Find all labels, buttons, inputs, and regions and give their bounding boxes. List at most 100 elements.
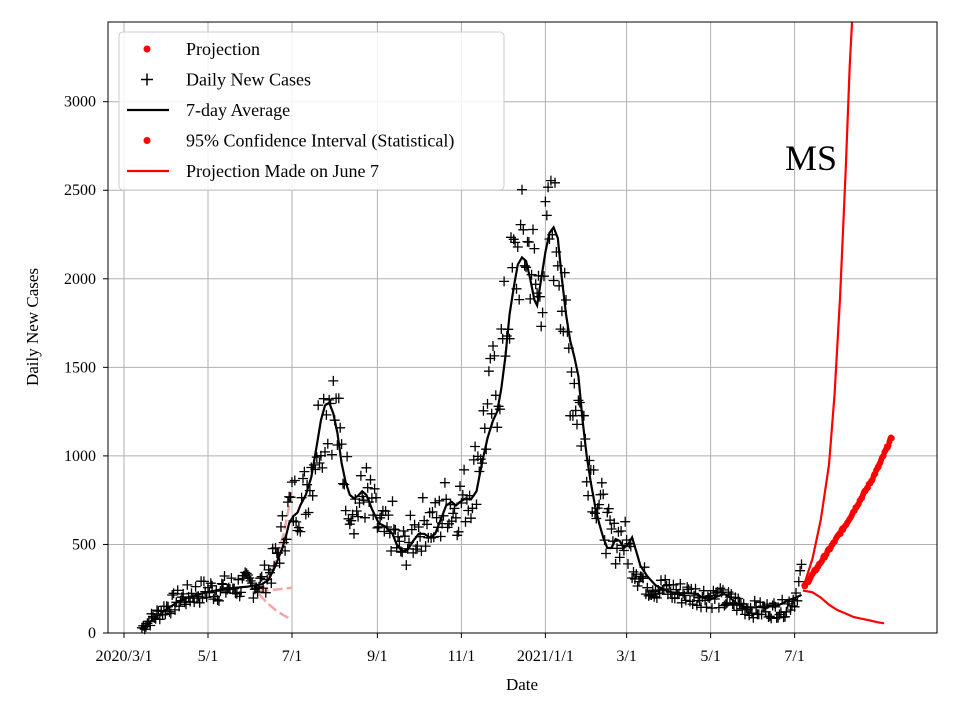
daily-case-marker xyxy=(313,400,324,411)
daily-case-marker xyxy=(656,575,666,586)
daily-case-marker xyxy=(555,324,566,335)
daily-case-marker xyxy=(485,353,496,364)
plot-frame xyxy=(107,21,938,634)
daily-case-marker xyxy=(569,378,580,389)
daily-case-marker xyxy=(598,489,609,500)
daily-case-marker xyxy=(781,606,792,617)
daily-case-marker xyxy=(320,446,330,457)
daily-case-marker xyxy=(362,482,373,493)
daily-case-marker xyxy=(517,184,527,195)
daily-case-marker xyxy=(245,575,256,586)
legend-entry-label: Projection xyxy=(186,39,260,59)
seven-day-average-layer xyxy=(141,225,802,630)
daily-case-marker xyxy=(205,578,216,589)
daily-case-marker xyxy=(642,582,653,593)
daily-case-marker xyxy=(260,587,271,598)
daily-case-marker xyxy=(459,464,470,475)
daily-case-marker xyxy=(398,526,409,536)
legend-box xyxy=(118,31,505,191)
daily-case-marker xyxy=(561,295,571,305)
projection-dot xyxy=(888,435,895,442)
daily-case-marker xyxy=(285,492,296,503)
daily-case-marker xyxy=(780,611,790,622)
daily-case-marker xyxy=(682,582,693,593)
daily-case-marker xyxy=(342,451,353,462)
daily-case-marker xyxy=(390,524,401,535)
daily-case-marker xyxy=(409,519,420,530)
daily-case-marker xyxy=(603,503,614,514)
daily-case-marker xyxy=(351,506,362,516)
daily-case-marker xyxy=(214,595,224,606)
daily-case-marker xyxy=(588,465,599,475)
y-tick-label: 0 xyxy=(88,625,96,642)
daily-case-marker xyxy=(430,497,441,508)
daily-case-marker xyxy=(610,558,621,569)
daily-case-marker xyxy=(152,605,162,616)
daily-case-marker xyxy=(208,594,219,605)
daily-case-marker xyxy=(718,584,728,595)
daily-case-marker xyxy=(406,524,417,535)
daily-case-marker xyxy=(746,608,757,619)
daily-case-marker xyxy=(293,522,304,533)
daily-case-marker xyxy=(523,237,534,248)
daily-case-marker xyxy=(207,580,218,591)
legend-plus-marker xyxy=(141,73,153,86)
daily-case-marker xyxy=(422,519,432,530)
x-tick-label: 11/1 xyxy=(447,648,475,665)
daily-case-marker xyxy=(399,531,410,542)
daily-case-marker xyxy=(689,590,700,601)
y-tick-label: 1500 xyxy=(64,359,96,376)
daily-case-marker xyxy=(690,583,701,594)
daily-case-marker xyxy=(182,579,193,590)
daily-case-marker xyxy=(303,507,314,518)
daily-case-marker xyxy=(789,601,800,612)
daily-case-marker xyxy=(295,526,306,537)
daily-case-marker xyxy=(623,558,633,569)
legend-entry-label: Daily New Cases xyxy=(186,70,311,90)
daily-case-marker xyxy=(318,393,329,404)
daily-case-marker xyxy=(601,548,611,559)
daily-case-marker xyxy=(439,477,450,488)
daily-case-marker xyxy=(427,506,438,517)
daily-case-marker xyxy=(687,599,698,610)
daily-case-marker xyxy=(194,597,205,608)
daily-case-marker xyxy=(248,593,259,603)
daily-case-marker xyxy=(401,560,412,571)
daily-case-marker xyxy=(349,528,359,539)
daily-case-marker xyxy=(545,175,556,186)
daily-case-marker xyxy=(698,585,709,596)
daily-case-marker xyxy=(167,590,178,600)
x-tick-label: 9/1 xyxy=(367,648,387,665)
daily-case-marker xyxy=(760,606,771,617)
daily-case-marker xyxy=(254,581,264,592)
daily-case-marker xyxy=(383,510,394,521)
daily-case-marker xyxy=(529,243,540,254)
daily-case-marker xyxy=(613,526,624,537)
daily-case-marker xyxy=(267,543,278,554)
daily-case-marker xyxy=(387,496,398,507)
daily-case-marker xyxy=(463,505,474,516)
daily-case-marker xyxy=(453,526,464,537)
daily-case-marker xyxy=(317,462,328,473)
daily-case-marker xyxy=(431,512,442,523)
daily-case-marker xyxy=(190,581,201,592)
daily-case-marker xyxy=(276,521,286,532)
old-projection-upper-line xyxy=(257,491,294,595)
daily-case-marker xyxy=(299,466,310,477)
old-projection-lines xyxy=(257,491,294,621)
daily-case-marker xyxy=(638,573,649,584)
daily-case-marker xyxy=(489,350,500,361)
daily-case-marker xyxy=(492,422,503,433)
daily-case-marker xyxy=(614,552,625,563)
daily-case-marker xyxy=(763,612,774,622)
y-tick-label: 3000 xyxy=(64,94,96,111)
daily-case-marker xyxy=(386,546,397,556)
daily-case-marker xyxy=(483,366,494,377)
daily-case-marker xyxy=(236,587,246,598)
daily-case-marker xyxy=(466,513,476,524)
ci-upper-line xyxy=(801,22,854,590)
daily-case-marker xyxy=(733,593,744,604)
daily-case-marker xyxy=(361,462,372,473)
daily-case-marker xyxy=(537,307,548,318)
daily-case-marker xyxy=(713,602,724,613)
